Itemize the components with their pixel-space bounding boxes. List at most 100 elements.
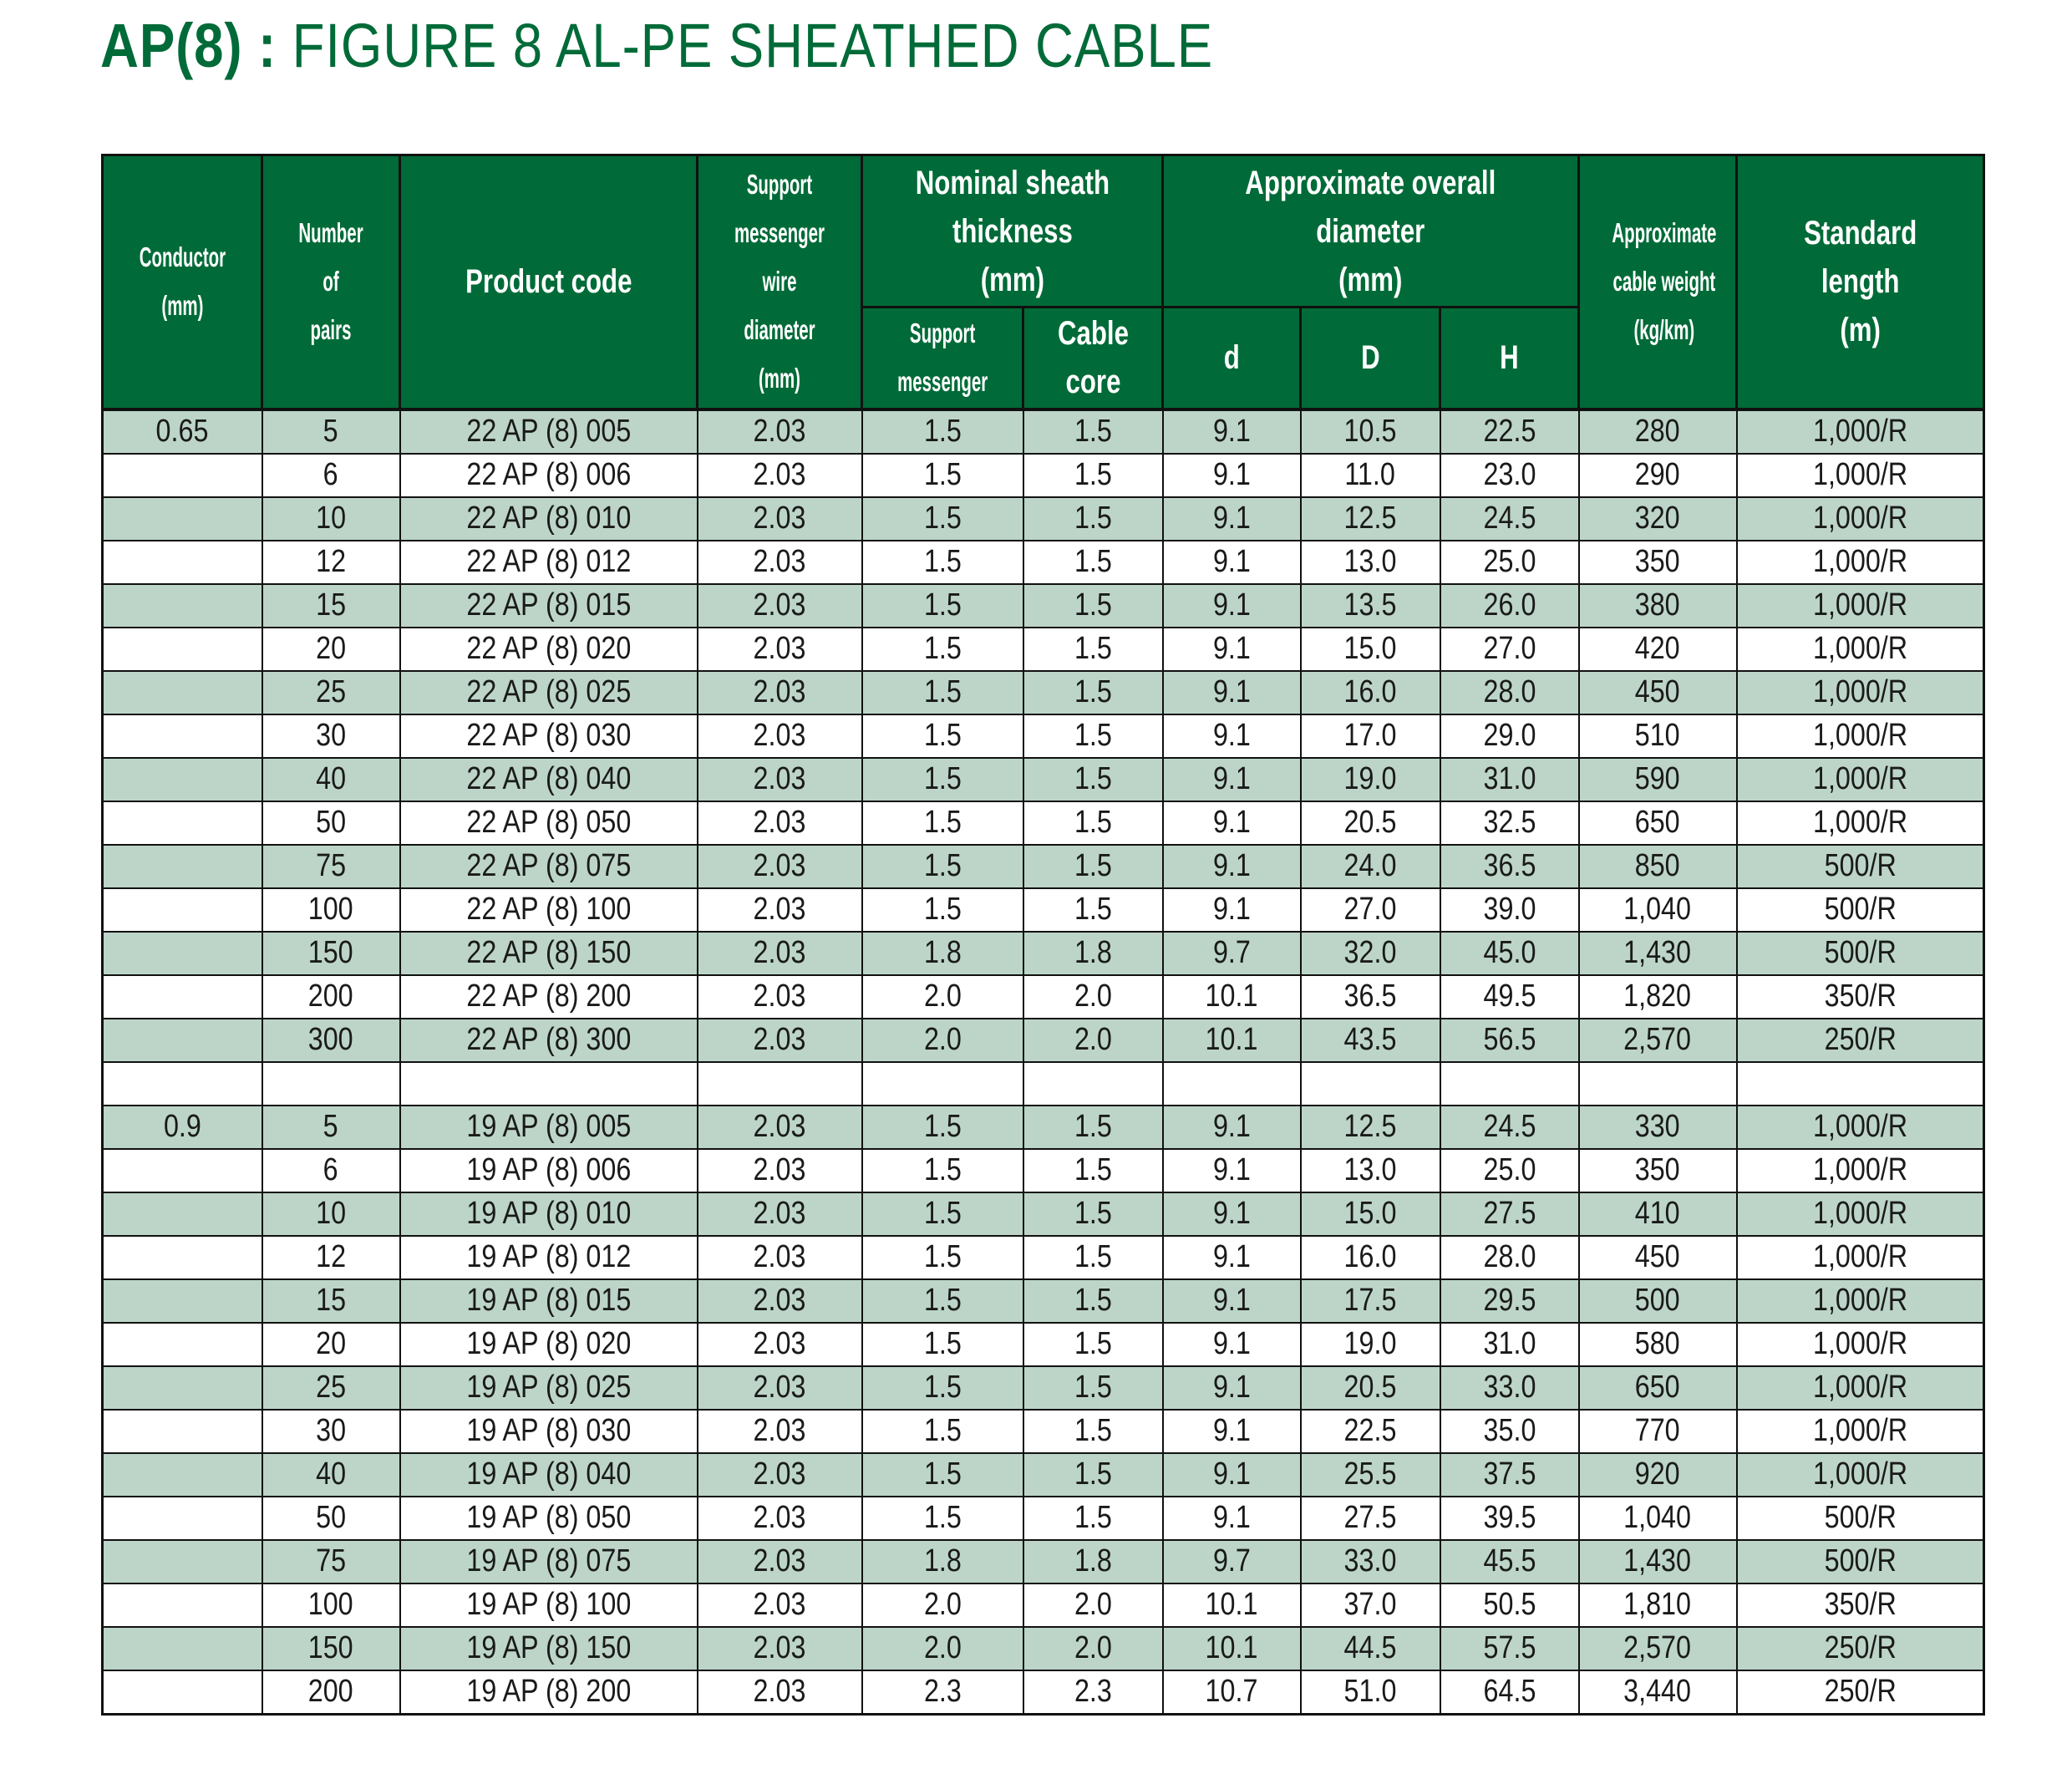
conductor-cell [101,1017,263,1063]
empty-cell [1577,1060,1738,1106]
H-value: 31.0 [1483,1326,1536,1361]
d-cell: 10.7 [1161,1669,1302,1715]
messenger-diameter-value: 2.03 [753,848,806,883]
d-value: 9.1 [1212,848,1251,883]
D-value: 25.5 [1343,1456,1397,1492]
sheath-core-cell: 1.5 [1022,626,1164,672]
sheath-support-cell: 1.5 [861,582,1024,628]
table-row: 50 22 AP (8) 050 2.03 1.5 1.5 9.1 20.5 32.5 650 1… [101,800,1985,846]
pairs-cell: 10 [261,496,401,541]
sheath-support-value: 1.5 [923,1152,962,1187]
length-cell: 1,000/R [1735,407,1985,455]
weight-cell: 1,430 [1577,1538,1738,1584]
H-cell: 57.5 [1439,1625,1580,1671]
pairs-value: 75 [316,848,346,883]
H-cell: 25.0 [1439,539,1580,585]
messenger-diameter-cell: 2.03 [696,1669,863,1715]
D-value: 19.0 [1343,761,1397,796]
D-value: 12.5 [1343,501,1397,536]
table-row: 6 19 AP (8) 006 2.03 1.5 1.5 9.1 13.0 25.0 350 1,… [101,1147,1985,1193]
weight-cell: 1,820 [1577,973,1738,1019]
weight-cell: 380 [1577,582,1738,628]
sheath-core-value: 1.5 [1074,805,1112,840]
header-line: Nominal sheath [915,164,1110,201]
product-code-cell: 19 AP (8) 010 [399,1191,698,1237]
weight-value: 330 [1635,1109,1680,1144]
D-cell: 44.5 [1299,1625,1441,1671]
conductor-cell [101,1495,263,1541]
table-row: 12 19 AP (8) 012 2.03 1.5 1.5 9.1 16.0 28.0 450 1… [101,1234,1985,1280]
header-conductor: Conductor (mm) [101,154,263,410]
sheath-core-cell: 1.5 [1022,843,1164,889]
d-cell: 9.1 [1161,539,1302,585]
weight-cell: 1,040 [1577,887,1738,933]
messenger-diameter-cell: 2.03 [696,1104,863,1150]
sheath-core-value: 1.5 [1074,761,1112,796]
messenger-diameter-value: 2.03 [753,1152,806,1187]
length-cell: 1,000/R [1735,1191,1985,1237]
H-value: 56.5 [1483,1022,1536,1057]
pairs-cell: 200 [261,973,401,1019]
header-H: H [1438,306,1581,410]
sheath-core-cell: 2.0 [1022,1625,1164,1671]
H-value: 31.0 [1483,761,1536,796]
conductor-cell [101,452,263,498]
messenger-diameter-cell: 2.03 [696,973,863,1019]
weight-cell: 920 [1577,1451,1738,1497]
length-value: 500/R [1824,848,1897,883]
D-cell: 27.5 [1299,1495,1441,1541]
empty-cell [1022,1060,1164,1106]
title-code: AP(8) : [100,11,277,80]
header-line: (mm) [160,290,204,322]
d-cell: 9.1 [1161,452,1302,498]
d-cell: 10.1 [1161,973,1302,1019]
H-value: 39.5 [1483,1500,1536,1535]
product-code-cell: 22 AP (8) 200 [399,973,698,1019]
pairs-value: 30 [316,718,346,753]
sheath-core-cell: 2.3 [1022,1669,1164,1715]
sheath-core-cell: 1.5 [1022,800,1164,846]
sheath-support-cell: 1.5 [861,843,1024,889]
length-value: 1,000/R [1812,805,1907,840]
pairs-cell: 50 [261,800,401,846]
table-row: 75 19 AP (8) 075 2.03 1.8 1.8 9.7 33.0 45.5 1,43… [101,1538,1985,1584]
sheath-support-cell: 2.0 [861,1017,1024,1063]
D-value: 27.5 [1343,1500,1397,1535]
H-cell: 28.0 [1439,669,1580,715]
messenger-diameter-value: 2.03 [753,631,806,666]
sheath-support-cell: 1.5 [861,800,1024,846]
header-number-of-pairs: Number of pairs [261,154,401,410]
header-sheath-support-messenger: Support messenger [861,306,1024,410]
sheath-support-value: 1.5 [923,1370,962,1405]
length-value: 500/R [1824,892,1897,927]
pairs-cell: 5 [261,1104,401,1150]
weight-value: 650 [1635,805,1680,840]
H-value: 39.0 [1483,892,1536,927]
d-cell: 9.1 [1161,887,1302,933]
product-code-cell: 19 AP (8) 020 [399,1321,698,1367]
pairs-cell: 150 [261,1625,401,1671]
sheath-support-cell: 1.5 [861,1234,1024,1280]
D-value: 22.5 [1343,1413,1397,1448]
header-d: d [1161,306,1302,410]
messenger-diameter-cell: 2.03 [696,843,863,889]
product-code-value: 19 AP (8) 075 [466,1543,631,1578]
table-row: 30 19 AP (8) 030 2.03 1.5 1.5 9.1 22.5 35.0 770 1… [101,1408,1985,1454]
H-cell: 35.0 [1439,1408,1580,1454]
length-value: 1,000/R [1812,414,1907,449]
H-cell: 33.0 [1439,1365,1580,1411]
sheath-support-value: 1.5 [923,1456,962,1492]
weight-value: 450 [1635,1239,1680,1274]
conductor-cell [101,713,263,759]
length-cell: 250/R [1735,1669,1985,1715]
weight-value: 450 [1635,674,1680,709]
length-cell: 1,000/R [1735,713,1985,759]
weight-cell: 420 [1577,626,1738,672]
messenger-diameter-value: 2.03 [753,1283,806,1318]
weight-cell: 290 [1577,452,1738,498]
sheath-support-value: 2.0 [923,1022,962,1057]
H-value: 49.5 [1483,979,1536,1014]
d-value: 9.1 [1212,1239,1251,1274]
sheath-support-cell: 1.8 [861,930,1024,976]
D-cell: 16.0 [1299,669,1441,715]
